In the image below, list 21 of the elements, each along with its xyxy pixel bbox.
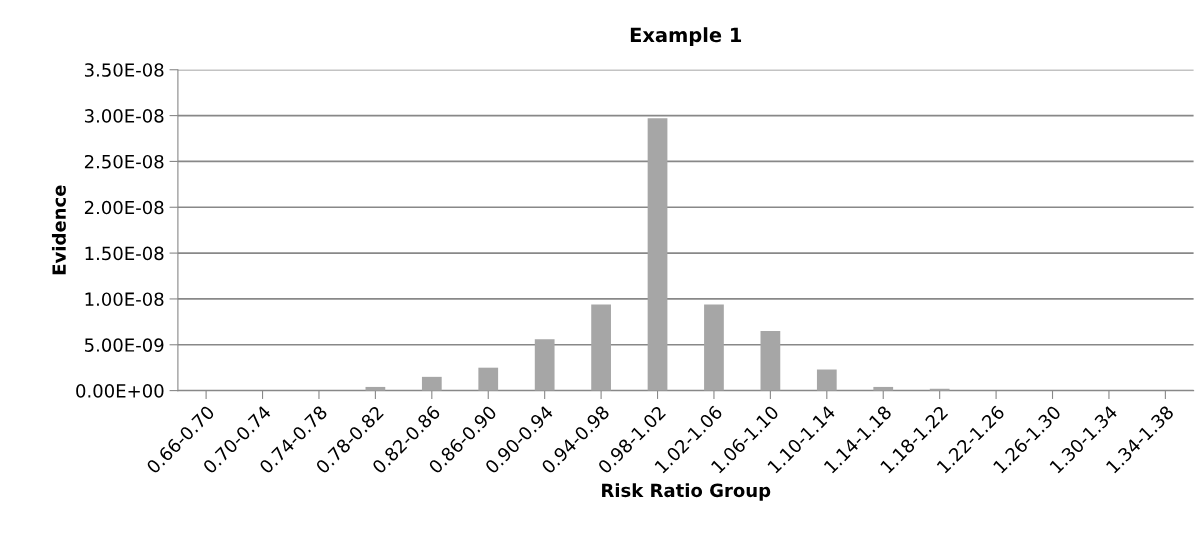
- bar: [421, 376, 442, 391]
- bar: [704, 304, 724, 391]
- y-tick-label: 2.50E-08: [84, 154, 164, 169]
- y-tick-label: 3.00E-08: [84, 109, 164, 123]
- x-axis-title: Risk Ratio Group: [602, 483, 771, 501]
- bar: [760, 331, 781, 391]
- y-tick-label: 1.00E-08: [85, 292, 164, 307]
- y-tick-label: 0.00E+00: [76, 384, 164, 398]
- bar: [365, 386, 386, 391]
- y-axis-title: Evidence: [51, 185, 66, 275]
- y-tick-label: 3.50E-08: [84, 63, 164, 77]
- bar: [534, 339, 555, 391]
- bar: [873, 386, 894, 391]
- y-tick-label: 2.00E-08: [84, 200, 164, 215]
- chart-title: Example 1: [630, 27, 742, 47]
- y-tick-label: 5.00E-09: [84, 338, 164, 352]
- bar: [816, 369, 837, 391]
- bar: [478, 367, 499, 391]
- bar: [591, 304, 611, 391]
- y-tick-label: 1.50E-08: [85, 246, 164, 261]
- bar: [647, 118, 668, 391]
